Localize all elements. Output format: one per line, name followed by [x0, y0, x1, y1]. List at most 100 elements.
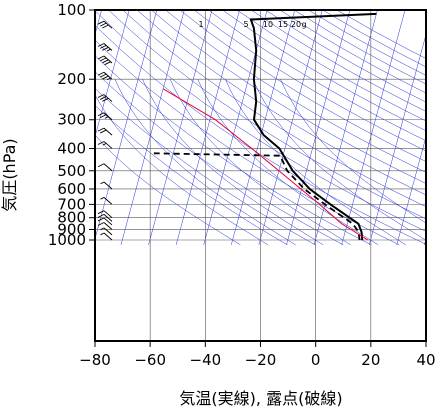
wind-barb-flag — [99, 44, 107, 49]
isotherm-line — [95, 10, 158, 240]
isotherm-line — [396, 135, 426, 245]
wind-barb — [97, 222, 113, 230]
wind-barb-shaft — [103, 222, 113, 230]
moist-adiabat-line — [142, 79, 324, 246]
wind-barb-flag — [99, 96, 107, 100]
isotherm-line — [120, 10, 185, 245]
dry-adiabat-line — [95, 87, 316, 246]
parcel-line — [162, 88, 369, 241]
mixing-ratio-label: g — [301, 20, 306, 29]
wind-barb — [97, 127, 113, 136]
wind-barb-flag — [99, 73, 107, 78]
wind-barb-flag — [97, 112, 105, 117]
isotherm-line — [258, 10, 323, 245]
wind-barb-flag — [102, 97, 109, 102]
wind-barb — [97, 213, 113, 222]
wind-barb-shaft — [103, 217, 113, 226]
wind-barb-flag — [100, 181, 105, 185]
wind-barb-shaft — [103, 214, 113, 222]
wind-barb-flag — [97, 217, 105, 222]
wind-barb-flag — [106, 77, 111, 81]
wind-barb-flag — [102, 142, 107, 146]
guide-lines — [95, 10, 426, 246]
dry-adiabat-line — [108, 10, 426, 220]
wind-barb-flag — [97, 20, 105, 25]
wind-barb-flag — [104, 61, 111, 66]
isotherm-line — [368, 33, 426, 245]
wind-barb-flag — [99, 57, 107, 62]
dry-adiabat-line — [95, 10, 426, 232]
isotherm-line — [203, 10, 268, 245]
wind-barb-flag — [102, 59, 109, 64]
wind-barb — [100, 181, 113, 190]
isotherm-line — [341, 10, 406, 245]
y-tick-label: 1000 — [48, 231, 86, 249]
dry-adiabat-line — [336, 10, 426, 59]
mixing-ratio-labels: 1 5 10 15 20 g — [198, 20, 306, 29]
wind-barb-shaft — [103, 181, 113, 190]
dewpoint-line — [153, 152, 361, 241]
dry-adiabat-line — [251, 10, 426, 112]
dry-adiabat-line — [95, 24, 426, 245]
isotherm-line — [95, 10, 130, 138]
wind-barb-flag — [97, 141, 105, 145]
wind-barb-shaft — [103, 163, 113, 172]
y-tick-label: 400 — [57, 139, 86, 157]
dry-adiabat-line — [179, 10, 426, 162]
y-tick-label: 300 — [57, 111, 86, 129]
mixing-ratio-label: 5 — [243, 20, 248, 29]
temperature-line — [249, 12, 377, 241]
wind-barb-flag — [97, 222, 105, 226]
dry-adiabat-line — [95, 105, 288, 246]
wind-barb — [97, 141, 113, 149]
wind-barb-flag — [102, 46, 109, 51]
y-axis-title: 気圧(hPa) — [0, 138, 19, 211]
profile-lines — [153, 12, 377, 241]
wind-barb-flag — [97, 55, 105, 60]
wind-barb — [97, 210, 113, 219]
wind-barb-shaft — [103, 127, 113, 136]
wind-barb — [97, 20, 113, 29]
dry-adiabat-line — [236, 10, 426, 122]
mixing-ratio-label: 1 — [198, 20, 203, 29]
x-tick-label: −80 — [79, 351, 111, 369]
wind-barb-shaft — [103, 227, 113, 236]
wind-barb-flag — [100, 196, 105, 200]
mixing-ratio-label: 20 — [291, 20, 301, 29]
wind-barb-flag — [100, 232, 105, 236]
wind-barb-flag — [97, 94, 105, 98]
moist-adiabat-line — [280, 79, 426, 224]
wind-barb-shaft — [103, 210, 113, 219]
wind-barb — [100, 232, 113, 241]
wind-barb-shaft — [103, 197, 113, 205]
wind-barb-shaft — [103, 141, 113, 149]
wind-barb — [97, 55, 113, 66]
y-tick-label: 600 — [57, 180, 86, 198]
y-tick-label: 900 — [57, 220, 86, 238]
mixing-ratio-label: 15 — [278, 20, 288, 29]
moist-adiabat-line — [225, 79, 407, 246]
isotherm-line — [231, 10, 295, 245]
wind-barb-flag — [104, 116, 109, 119]
x-tick-label: 40 — [416, 351, 435, 369]
wind-barb — [100, 227, 113, 236]
x-tick-label: −40 — [190, 351, 222, 369]
wind-barb-flag — [97, 213, 105, 218]
x-tick-label: 20 — [361, 351, 380, 369]
y-tick-label: 500 — [57, 162, 86, 180]
dry-adiabat-line — [222, 10, 426, 131]
wind-barb-flag — [97, 43, 105, 47]
wind-barbs — [97, 20, 113, 241]
wind-barb-flag — [97, 71, 105, 76]
isotherm-line — [286, 10, 351, 245]
wind-barb — [97, 43, 113, 52]
y-tick-label: 800 — [57, 209, 86, 227]
wind-barb-flag — [99, 129, 107, 134]
wind-barb-flag — [106, 48, 111, 52]
dry-adiabat-line — [95, 71, 344, 246]
wind-barb-flag — [97, 127, 105, 132]
wind-barb-flag — [102, 24, 109, 29]
isotherm-line — [313, 10, 378, 245]
wind-barb — [97, 71, 113, 81]
